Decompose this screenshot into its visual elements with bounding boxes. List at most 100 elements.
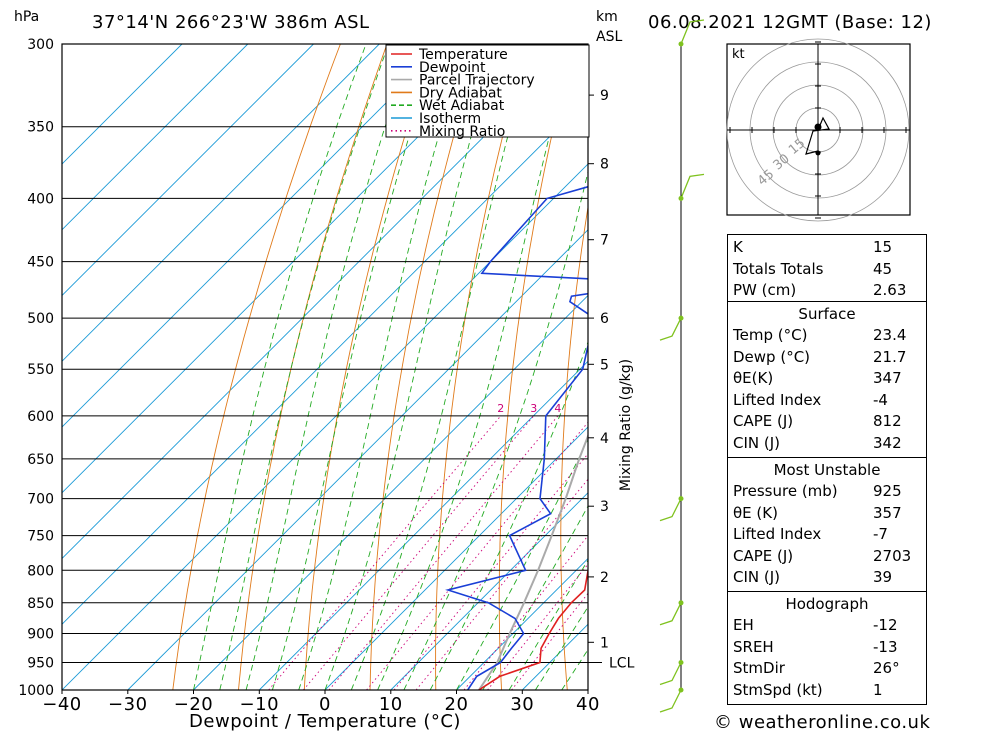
index-row: PW (cm) 2.63: [733, 280, 926, 302]
isotherm-line: [62, 44, 249, 231]
general-indices-box: K 15 Totals Totals 45 PW (cm) 2.63: [727, 234, 927, 302]
mixing-ratio-axis-title: Mixing Ratio (g/kg): [618, 359, 634, 491]
pressure-tick-label: 400: [27, 191, 54, 207]
location-title: 37°14'N 266°23'W 386m ASL: [92, 12, 370, 33]
index-row: StmDir 26°: [733, 658, 926, 680]
datetime-title: 06.08.2021 12GMT (Base: 12): [648, 12, 932, 33]
wet-adiabat-line: [245, 44, 413, 690]
index-row: Lifted Index -7: [733, 524, 926, 546]
legend-box: [385, 44, 590, 138]
temperature-tick-label: 10: [379, 694, 403, 715]
index-label: CIN (J): [733, 568, 781, 586]
index-row: CIN (J) 342: [733, 433, 926, 455]
temperature-tick-label: −10: [240, 694, 280, 715]
index-label: CAPE (J): [733, 546, 794, 565]
index-row: CIN (J) 39: [733, 567, 926, 589]
index-value: -13: [873, 637, 898, 656]
wet-adiabat-line: [298, 44, 467, 690]
wind-barb: [680, 173, 705, 199]
index-value: 925: [873, 482, 902, 500]
temperature-tick-label: −30: [108, 694, 148, 715]
legend-entry-label: Isotherm: [419, 111, 481, 127]
height-tick-label: 4: [600, 431, 609, 447]
index-value: 812: [873, 412, 902, 430]
isotherm-line: [62, 44, 446, 428]
index-row: Totals Totals 45: [733, 259, 926, 281]
pressure-tick-label: 950: [27, 656, 54, 672]
sounding-lines: [445, 185, 588, 690]
pressure-tick-label: 750: [27, 529, 54, 545]
mixing-ratio-line: [393, 453, 588, 690]
isotherm-line: [62, 44, 380, 362]
index-label: Dewp (°C): [733, 347, 811, 366]
mixing-ratio-line: [303, 415, 535, 690]
hodograph-unit: kt: [732, 47, 745, 62]
pressure-tick-label: 850: [27, 596, 54, 612]
height-unit-km: km: [596, 9, 618, 25]
mixing-ratio-label: 16: [678, 402, 692, 415]
isotherm-line: [62, 44, 577, 560]
index-row: SREH -13: [733, 637, 926, 659]
isotherm-line: [258, 360, 588, 690]
pressure-tick-label: 1000: [18, 683, 54, 699]
legend-entry-label: Temperature: [418, 47, 508, 63]
index-label: CAPE (J): [733, 412, 794, 430]
wet-adiabat-line: [219, 44, 390, 690]
hodograph-indices-box: Hodograph EH -12 SREH -13 StmDir 26° StmSpd (k…: [727, 592, 927, 705]
index-value: -12: [873, 616, 898, 634]
pressure-tick-label: 700: [27, 492, 54, 508]
wind-barb: [659, 317, 682, 341]
dry-adiabat-line: [369, 44, 481, 690]
height-unit-asl: ASL: [596, 29, 622, 45]
mixing-ratio-line: [366, 421, 588, 690]
pressure-tick-label: 300: [27, 37, 54, 53]
indices-panel: K 15 Totals Totals 45 PW (cm) 2.63 Surface Te…: [727, 234, 927, 705]
mixing-ratio-label: 10: [633, 402, 647, 415]
isotherm-line: [324, 426, 588, 690]
index-label: Pressure (mb): [733, 482, 838, 500]
index-row: θE(K) 347: [733, 368, 926, 390]
index-value: 23.4: [873, 326, 907, 344]
legend-entry-label: Dewpoint: [419, 60, 486, 76]
pressure-tick-label: 800: [27, 563, 54, 579]
most-unstable-box: Most Unstable Pressure (mb) 925 θE (K) 357 L…: [727, 458, 927, 592]
axis-labels: 3003504004505005506006507007508008509009…: [18, 37, 634, 715]
parcel-trajectory-line: [478, 433, 588, 690]
pressure-tick-label: 900: [27, 627, 54, 643]
index-row: θE (K) 357: [733, 503, 926, 525]
mixing-ratio-label: 20: [700, 402, 714, 415]
index-value: 347: [873, 369, 902, 387]
temperature-line: [478, 567, 588, 690]
wet-adiabat-line: [429, 340, 588, 690]
wind-barbs: [659, 19, 705, 713]
height-tick-label: 1: [600, 635, 609, 651]
wind-barb: [680, 19, 705, 45]
dry-adiabat-line: [560, 204, 588, 690]
dry-adiabat-line: [238, 44, 388, 690]
index-value: 15: [873, 238, 893, 256]
index-row: Temp (°C) 23.4: [733, 325, 926, 347]
surface-box: Surface Temp (°C) 23.4 Dewp (°C) 21.7 θE(K) 3…: [727, 302, 927, 458]
index-row: StmSpd (kt) 1: [733, 680, 926, 702]
index-label: EH: [733, 616, 754, 634]
wet-adiabat-line: [403, 170, 588, 690]
index-label: StmSpd (kt): [733, 680, 823, 699]
hodograph-trace: [805, 116, 830, 155]
index-value: 1: [873, 680, 883, 699]
index-label: θE (K): [733, 503, 778, 522]
wind-barb: [659, 498, 682, 522]
index-label: PW (cm): [733, 281, 797, 299]
dry-adiabat-line: [172, 44, 341, 690]
legend-entry-label: Wet Adiabat: [419, 98, 505, 114]
index-label: Temp (°C): [733, 326, 808, 344]
most-unstable-title: Most Unstable: [773, 461, 881, 479]
pressure-tick-label: 350: [27, 120, 54, 136]
wind-barb-dot: [678, 496, 684, 502]
lcl-label: LCL: [609, 656, 635, 672]
temperature-tick-label: 0: [319, 694, 331, 715]
index-row: Lifted Index -4: [733, 390, 926, 412]
pressure-tick-label: 450: [27, 255, 54, 271]
